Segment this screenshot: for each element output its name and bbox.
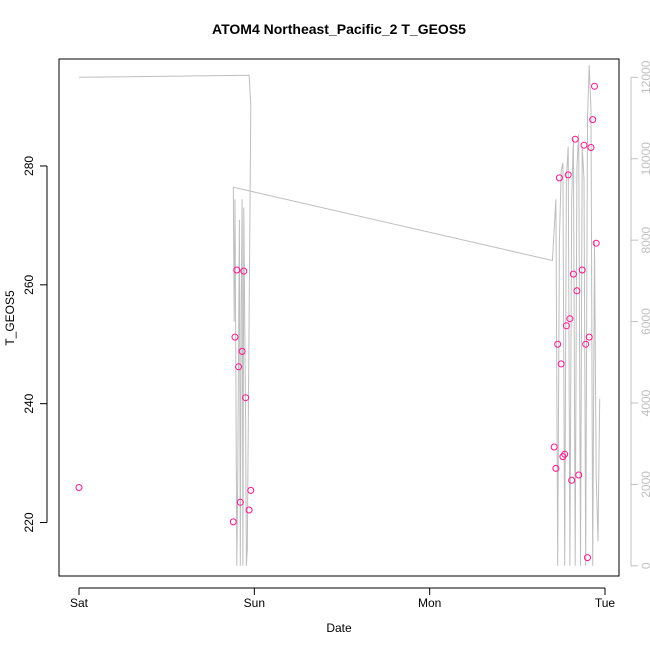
plot-frame bbox=[58, 58, 620, 577]
data-point bbox=[245, 506, 253, 514]
data-point bbox=[242, 394, 250, 402]
data-point bbox=[568, 476, 576, 484]
y-axis-left: 220 240 260 280 bbox=[22, 156, 48, 533]
data-point bbox=[552, 464, 560, 472]
data-point bbox=[578, 266, 586, 274]
y-tick-label: 260 bbox=[22, 274, 36, 294]
data-point bbox=[569, 270, 577, 278]
data-point bbox=[555, 174, 563, 182]
x-tick-label: Mon bbox=[418, 596, 441, 610]
data-point bbox=[229, 518, 237, 526]
data-point bbox=[561, 450, 569, 458]
data-point bbox=[589, 116, 597, 124]
y2-tick-label: 2000 bbox=[639, 471, 650, 498]
data-point bbox=[584, 554, 591, 562]
data-point bbox=[582, 340, 590, 348]
y2-tick-label: 12000 bbox=[639, 60, 650, 94]
data-point bbox=[573, 287, 581, 295]
chart-title: ATOM4 Northeast_Pacific_2 T_GEOS5 bbox=[212, 21, 466, 37]
y-axis-label: T_GEOS5 bbox=[3, 290, 17, 346]
data-point bbox=[592, 239, 600, 247]
y-tick-label: 220 bbox=[22, 512, 36, 532]
series-line bbox=[78, 65, 601, 566]
data-point bbox=[562, 322, 570, 330]
data-point bbox=[231, 333, 239, 341]
data-point bbox=[580, 141, 588, 149]
y-tick-label: 240 bbox=[22, 393, 36, 413]
data-point bbox=[235, 363, 243, 371]
x-axis-label: Date bbox=[326, 621, 352, 635]
y2-tick-label: 10000 bbox=[639, 142, 650, 176]
line-series bbox=[78, 65, 601, 566]
data-point bbox=[566, 315, 574, 323]
y2-tick-label: 8000 bbox=[639, 226, 650, 253]
y-tick-label: 280 bbox=[22, 156, 36, 176]
y2-tick-label: 6000 bbox=[639, 308, 650, 335]
data-point bbox=[550, 443, 558, 451]
x-tick-label: Sun bbox=[244, 596, 265, 610]
data-point bbox=[591, 82, 598, 90]
data-point bbox=[233, 266, 241, 274]
data-point bbox=[554, 340, 562, 348]
x-tick-label: Sat bbox=[70, 596, 89, 610]
y2-tick-label: 0 bbox=[639, 562, 650, 569]
data-point bbox=[587, 144, 595, 151]
x-axis: Sat Sun Mon Tue bbox=[70, 587, 616, 610]
x-tick-label: Tue bbox=[595, 596, 616, 610]
y-axis-right: 0 2000 4000 6000 8000 10000 12000 bbox=[630, 60, 650, 569]
point-series bbox=[75, 82, 600, 562]
data-point bbox=[75, 484, 83, 491]
data-point bbox=[571, 135, 579, 143]
data-point bbox=[585, 333, 593, 341]
data-point bbox=[236, 498, 244, 506]
data-point bbox=[240, 267, 248, 275]
y2-tick-label: 4000 bbox=[639, 389, 650, 416]
data-point bbox=[247, 486, 255, 494]
data-point bbox=[557, 360, 565, 368]
data-point bbox=[564, 171, 572, 179]
data-point bbox=[238, 347, 246, 355]
data-point bbox=[575, 471, 583, 479]
